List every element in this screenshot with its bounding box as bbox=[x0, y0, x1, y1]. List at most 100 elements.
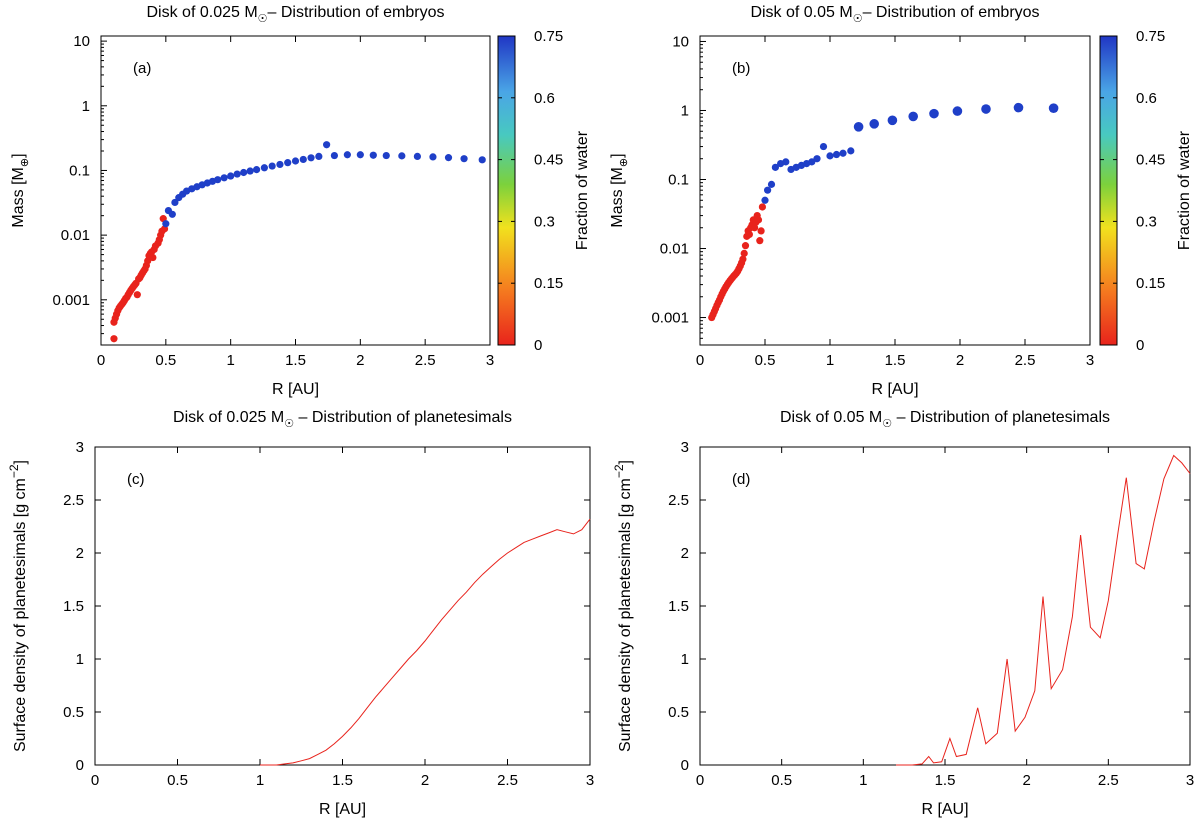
colorbar-tick-label: 0.75 bbox=[1136, 28, 1165, 45]
data-point bbox=[739, 255, 747, 263]
y-tick-label: 1 bbox=[76, 651, 84, 668]
data-point bbox=[952, 106, 963, 116]
data-point bbox=[832, 150, 841, 159]
data-point bbox=[764, 186, 772, 194]
data-point bbox=[369, 151, 377, 159]
data-point bbox=[757, 227, 765, 235]
data-point bbox=[761, 196, 769, 204]
data-point bbox=[260, 164, 268, 172]
colorbar-label: Fraction of water bbox=[1176, 130, 1193, 250]
colorbar-tick-label: 0 bbox=[534, 337, 542, 354]
y-tick-label: 2 bbox=[681, 545, 689, 562]
x-axis-label: R [AU] bbox=[272, 381, 319, 398]
plot-frame bbox=[94, 446, 591, 766]
chart-title: Disk of 0.05 M☉– Distribution of embryos bbox=[750, 4, 1039, 25]
x-tick-label: 1.5 bbox=[285, 352, 306, 369]
x-axis-label: R [AU] bbox=[319, 801, 366, 818]
colorbar-tick-label: 0 bbox=[1136, 337, 1144, 354]
data-point bbox=[869, 119, 879, 129]
panel-tag: (d) bbox=[732, 471, 750, 488]
data-point bbox=[853, 122, 864, 132]
y-tick-label: 0.001 bbox=[651, 310, 689, 327]
x-tick-label: 0.5 bbox=[155, 352, 176, 369]
data-point bbox=[745, 230, 754, 239]
data-point bbox=[284, 159, 292, 167]
data-point bbox=[751, 224, 759, 232]
y-tick-label: 0.1 bbox=[69, 162, 90, 179]
x-tick-label: 1.5 bbox=[885, 352, 906, 369]
y-tick-label: 2.5 bbox=[668, 492, 689, 509]
y-tick-label: 3 bbox=[681, 439, 689, 456]
colorbar-tick-label: 0.3 bbox=[534, 213, 555, 230]
x-tick-label: 1.5 bbox=[935, 772, 956, 789]
data-point bbox=[819, 142, 828, 151]
data-point bbox=[382, 151, 390, 160]
y-tick-label: 2 bbox=[76, 545, 84, 562]
x-axis-label: R [AU] bbox=[871, 381, 918, 398]
chart-title: Disk of 0.05 M☉ – Distribution of planet… bbox=[780, 409, 1110, 430]
data-point bbox=[1013, 102, 1024, 113]
plot-frame bbox=[699, 35, 1091, 346]
data-point bbox=[307, 154, 315, 162]
y-tick-label: 0.01 bbox=[660, 241, 689, 258]
y-tick-label: 1 bbox=[681, 102, 689, 119]
data-point bbox=[981, 104, 991, 114]
colorbar-tick-label: 0.75 bbox=[534, 28, 563, 45]
y-tick-label: 10 bbox=[672, 33, 689, 50]
colorbar-tick-label: 0.15 bbox=[534, 275, 563, 292]
data-point bbox=[478, 156, 486, 164]
x-tick-label: 2 bbox=[421, 772, 429, 789]
x-tick-label: 3 bbox=[586, 772, 594, 789]
colorbar bbox=[497, 35, 516, 346]
x-tick-label: 2.5 bbox=[415, 352, 436, 369]
data-point bbox=[220, 174, 228, 182]
colorbar bbox=[1099, 35, 1118, 346]
density-line bbox=[896, 454, 1191, 766]
panel-d: Disk of 0.05 M☉ – Distribution of planet… bbox=[612, 409, 1194, 818]
data-point bbox=[758, 203, 767, 211]
data-point bbox=[299, 155, 307, 164]
data-point bbox=[741, 242, 750, 250]
data-point bbox=[110, 335, 118, 343]
data-point bbox=[162, 220, 170, 228]
x-tick-label: 2 bbox=[956, 352, 964, 369]
panel-a: Disk of 0.025 M☉– Distribution of embryo… bbox=[10, 4, 591, 398]
panel-c: Disk of 0.025 M☉ – Distribution of plane… bbox=[7, 409, 594, 818]
y-tick-label: 1 bbox=[82, 98, 90, 115]
data-point bbox=[171, 198, 179, 207]
data-point bbox=[771, 163, 780, 171]
y-tick-label: 0.5 bbox=[668, 704, 689, 721]
plot-frame bbox=[699, 446, 1191, 766]
data-point bbox=[767, 180, 776, 188]
y-tick-label: 1 bbox=[681, 651, 689, 668]
x-axis-label: R [AU] bbox=[921, 801, 968, 818]
x-tick-label: 2.5 bbox=[497, 772, 518, 789]
density-line bbox=[260, 518, 591, 766]
data-point bbox=[330, 151, 338, 160]
x-tick-label: 2.5 bbox=[1015, 352, 1036, 369]
data-point bbox=[929, 108, 939, 119]
colorbar-tick-label: 0.3 bbox=[1136, 213, 1157, 230]
data-point bbox=[1048, 103, 1059, 113]
data-point bbox=[276, 160, 284, 169]
x-tick-label: 0 bbox=[97, 352, 105, 369]
y-axis-label: Surface density of planetesimals [g cm−2… bbox=[612, 460, 634, 752]
data-point bbox=[782, 158, 790, 166]
data-point bbox=[398, 152, 406, 160]
y-tick-label: 0.1 bbox=[668, 172, 689, 189]
x-tick-label: 0 bbox=[696, 352, 704, 369]
data-point bbox=[253, 166, 261, 174]
data-point bbox=[246, 167, 254, 175]
x-tick-label: 3 bbox=[1186, 772, 1194, 789]
data-point bbox=[315, 152, 323, 160]
data-point bbox=[813, 155, 821, 163]
data-point bbox=[808, 158, 816, 166]
y-axis-label: Mass [M⊕] bbox=[10, 153, 31, 227]
x-tick-label: 1 bbox=[826, 352, 834, 369]
data-point bbox=[460, 155, 468, 163]
data-point bbox=[291, 157, 300, 165]
x-tick-label: 2 bbox=[1022, 772, 1030, 789]
data-point bbox=[740, 249, 748, 257]
x-tick-label: 2 bbox=[356, 352, 364, 369]
y-tick-label: 1.5 bbox=[668, 598, 689, 615]
